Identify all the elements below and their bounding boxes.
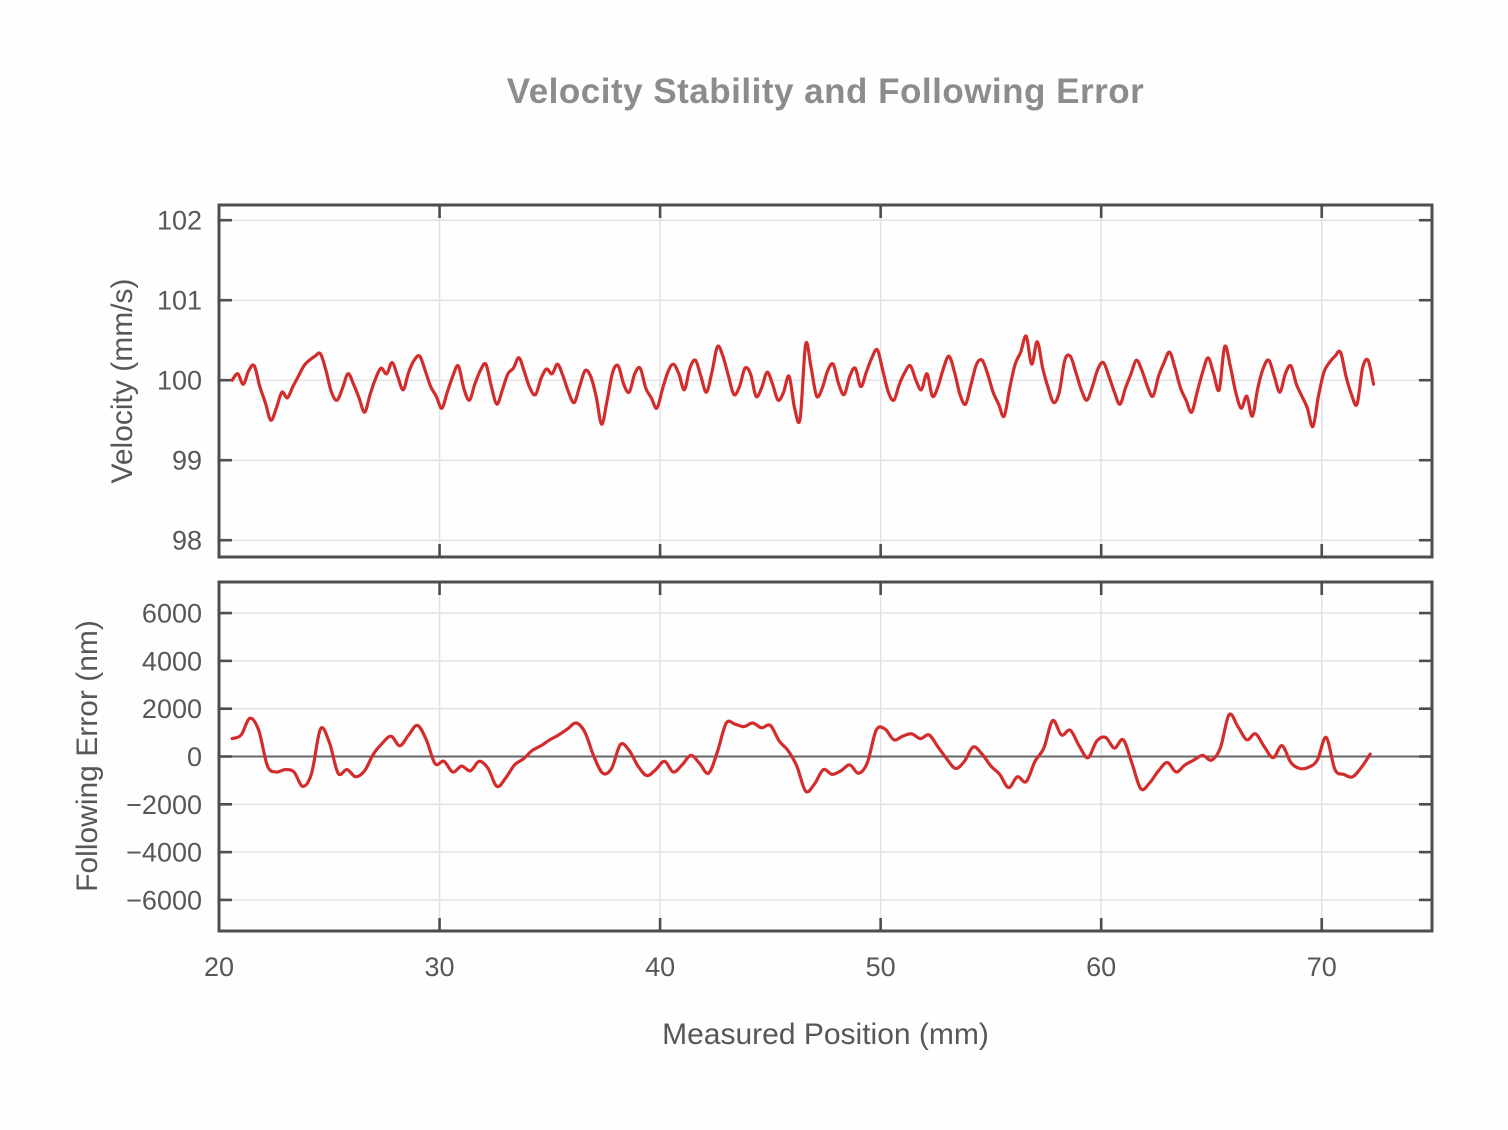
velocity-trace [230, 334, 1376, 429]
y-tick-label: −2000 [126, 790, 202, 820]
x-tick-label: 30 [425, 952, 455, 982]
y-tick-label: 102 [157, 206, 202, 236]
x-axis-label: Measured Position (mm) [662, 1018, 989, 1051]
y-tick-label: 99 [172, 446, 202, 476]
y-tick-label: 2000 [142, 694, 202, 724]
following-error-trace [230, 712, 1372, 794]
y-tick-label: 0 [187, 742, 202, 772]
y-tick-label: 6000 [142, 599, 202, 629]
y-tick-label: −4000 [126, 838, 202, 868]
y-tick-label: 101 [157, 286, 202, 316]
chart-title: Velocity Stability and Following Error [506, 72, 1145, 111]
x-tick-label: 20 [204, 952, 234, 982]
x-tick-label: 60 [1086, 952, 1116, 982]
x-tick-label: 40 [645, 952, 675, 982]
y-tick-label: 4000 [142, 646, 202, 676]
y-tick-label: 98 [172, 526, 202, 556]
x-tick-label: 70 [1307, 952, 1337, 982]
y-tick-label: 100 [157, 366, 202, 396]
y-tick-label: −6000 [126, 885, 202, 915]
x-tick-label: 50 [866, 952, 896, 982]
